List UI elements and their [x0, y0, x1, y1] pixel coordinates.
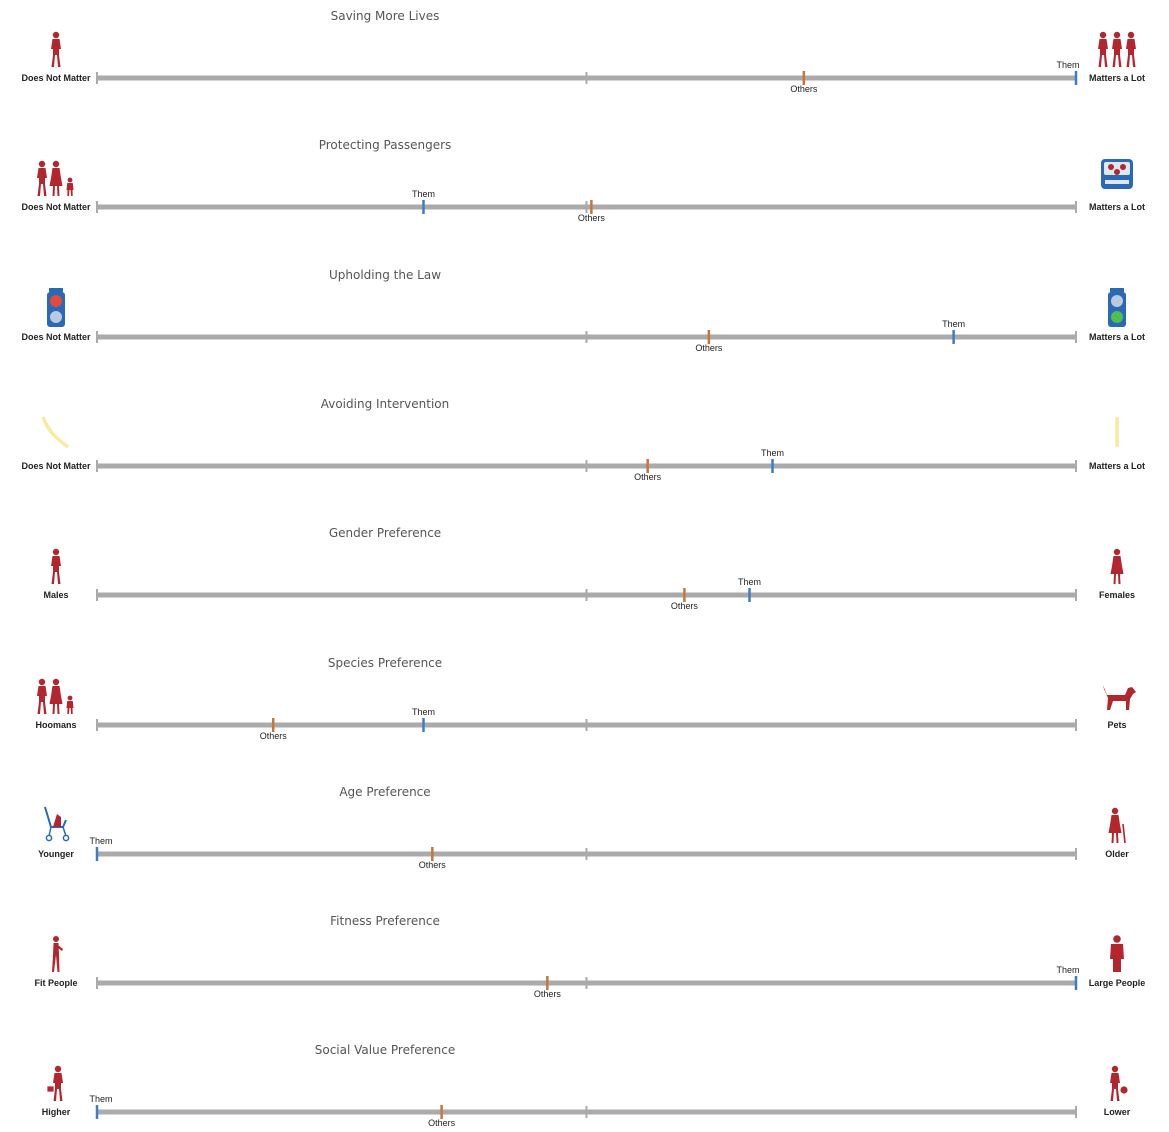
row-title: Social Value Preference [315, 1043, 455, 1057]
them-label: Them [1056, 965, 1079, 975]
left-end-label: Hoomans [35, 720, 76, 730]
them-label: Them [412, 189, 435, 199]
car-passengers-icon [1101, 159, 1133, 189]
large-person-icon [1110, 935, 1124, 972]
preference-row: Upholding the Law Does Not Matter Matters … [21, 268, 1145, 353]
row-title: Upholding the Law [329, 268, 441, 282]
preference-row: Avoiding Intervention Does Not Matter Matt… [21, 397, 1145, 482]
others-label: Others [578, 213, 606, 223]
left-end-label: Higher [42, 1107, 71, 1117]
row-title: Gender Preference [329, 526, 441, 540]
others-label: Others [671, 601, 699, 611]
dont-walk-signal-icon [47, 288, 65, 327]
left-end-label: Younger [38, 849, 74, 859]
them-label: Them [761, 448, 784, 458]
row-title: Age Preference [339, 785, 430, 799]
them-label: Them [1056, 60, 1079, 70]
elderly-person-icon [1108, 807, 1126, 844]
three-people-icon [1098, 31, 1136, 67]
others-label: Others [260, 731, 288, 741]
athlete-icon [52, 936, 63, 972]
others-label: Others [790, 84, 818, 94]
family-group-icon [37, 679, 74, 714]
left-end-label: Does Not Matter [21, 332, 91, 342]
right-end-label: Matters a Lot [1089, 202, 1145, 212]
preference-row: Species Preference Hoomans Pets Others Them [35, 656, 1136, 741]
right-end-label: Pets [1107, 720, 1126, 730]
row-title: Species Preference [328, 656, 442, 670]
preference-row: Fitness Preference Fit People Large People… [34, 914, 1145, 999]
right-end-label: Matters a Lot [1089, 73, 1145, 83]
doctor-icon [46, 1065, 63, 1101]
left-end-label: Fit People [34, 978, 77, 988]
them-label: Them [738, 577, 761, 587]
preference-row: Protecting Passengers Does Not Matter Matt… [21, 138, 1145, 223]
row-title: Protecting Passengers [319, 138, 452, 152]
them-label: Them [89, 836, 112, 846]
preference-row: Gender Preference Males Females Others Them [43, 526, 1135, 611]
left-end-label: Does Not Matter [21, 461, 91, 471]
them-label: Them [412, 707, 435, 717]
single-person-icon [51, 31, 61, 67]
female-icon [1110, 548, 1124, 584]
preference-row: Saving More Lives Does Not Matter Matters … [21, 9, 1145, 94]
preference-rows: Saving More Lives Does Not Matter Matters … [21, 9, 1145, 1128]
others-label: Others [428, 1118, 456, 1128]
them-label: Them [89, 1094, 112, 1104]
them-label: Them [942, 319, 965, 329]
right-end-label: Females [1099, 590, 1135, 600]
criminal-icon [1110, 1065, 1129, 1101]
row-title: Saving More Lives [331, 9, 440, 23]
others-label: Others [695, 343, 723, 353]
male-icon [51, 548, 61, 584]
walk-signal-icon [1108, 288, 1126, 327]
right-end-label: Matters a Lot [1089, 332, 1145, 342]
preference-row: Age Preference Younger Older Others Them [38, 785, 1129, 870]
left-end-label: Males [43, 590, 68, 600]
others-label: Others [419, 860, 447, 870]
right-end-label: Lower [1104, 1107, 1131, 1117]
left-end-label: Does Not Matter [21, 202, 91, 212]
others-label: Others [634, 472, 662, 482]
right-end-label: Matters a Lot [1089, 461, 1145, 471]
family-group-icon [37, 161, 74, 196]
stroller-icon [44, 806, 70, 842]
row-title: Fitness Preference [330, 914, 440, 928]
row-title: Avoiding Intervention [321, 397, 450, 411]
right-end-label: Large People [1089, 978, 1146, 988]
curved-path-icon [41, 416, 70, 449]
left-end-label: Does Not Matter [21, 73, 91, 83]
dog-icon [1103, 685, 1136, 710]
right-end-label: Older [1105, 849, 1129, 859]
preference-row: Social Value Preference Higher Lower Others… [42, 1043, 1131, 1128]
others-label: Others [534, 989, 562, 999]
